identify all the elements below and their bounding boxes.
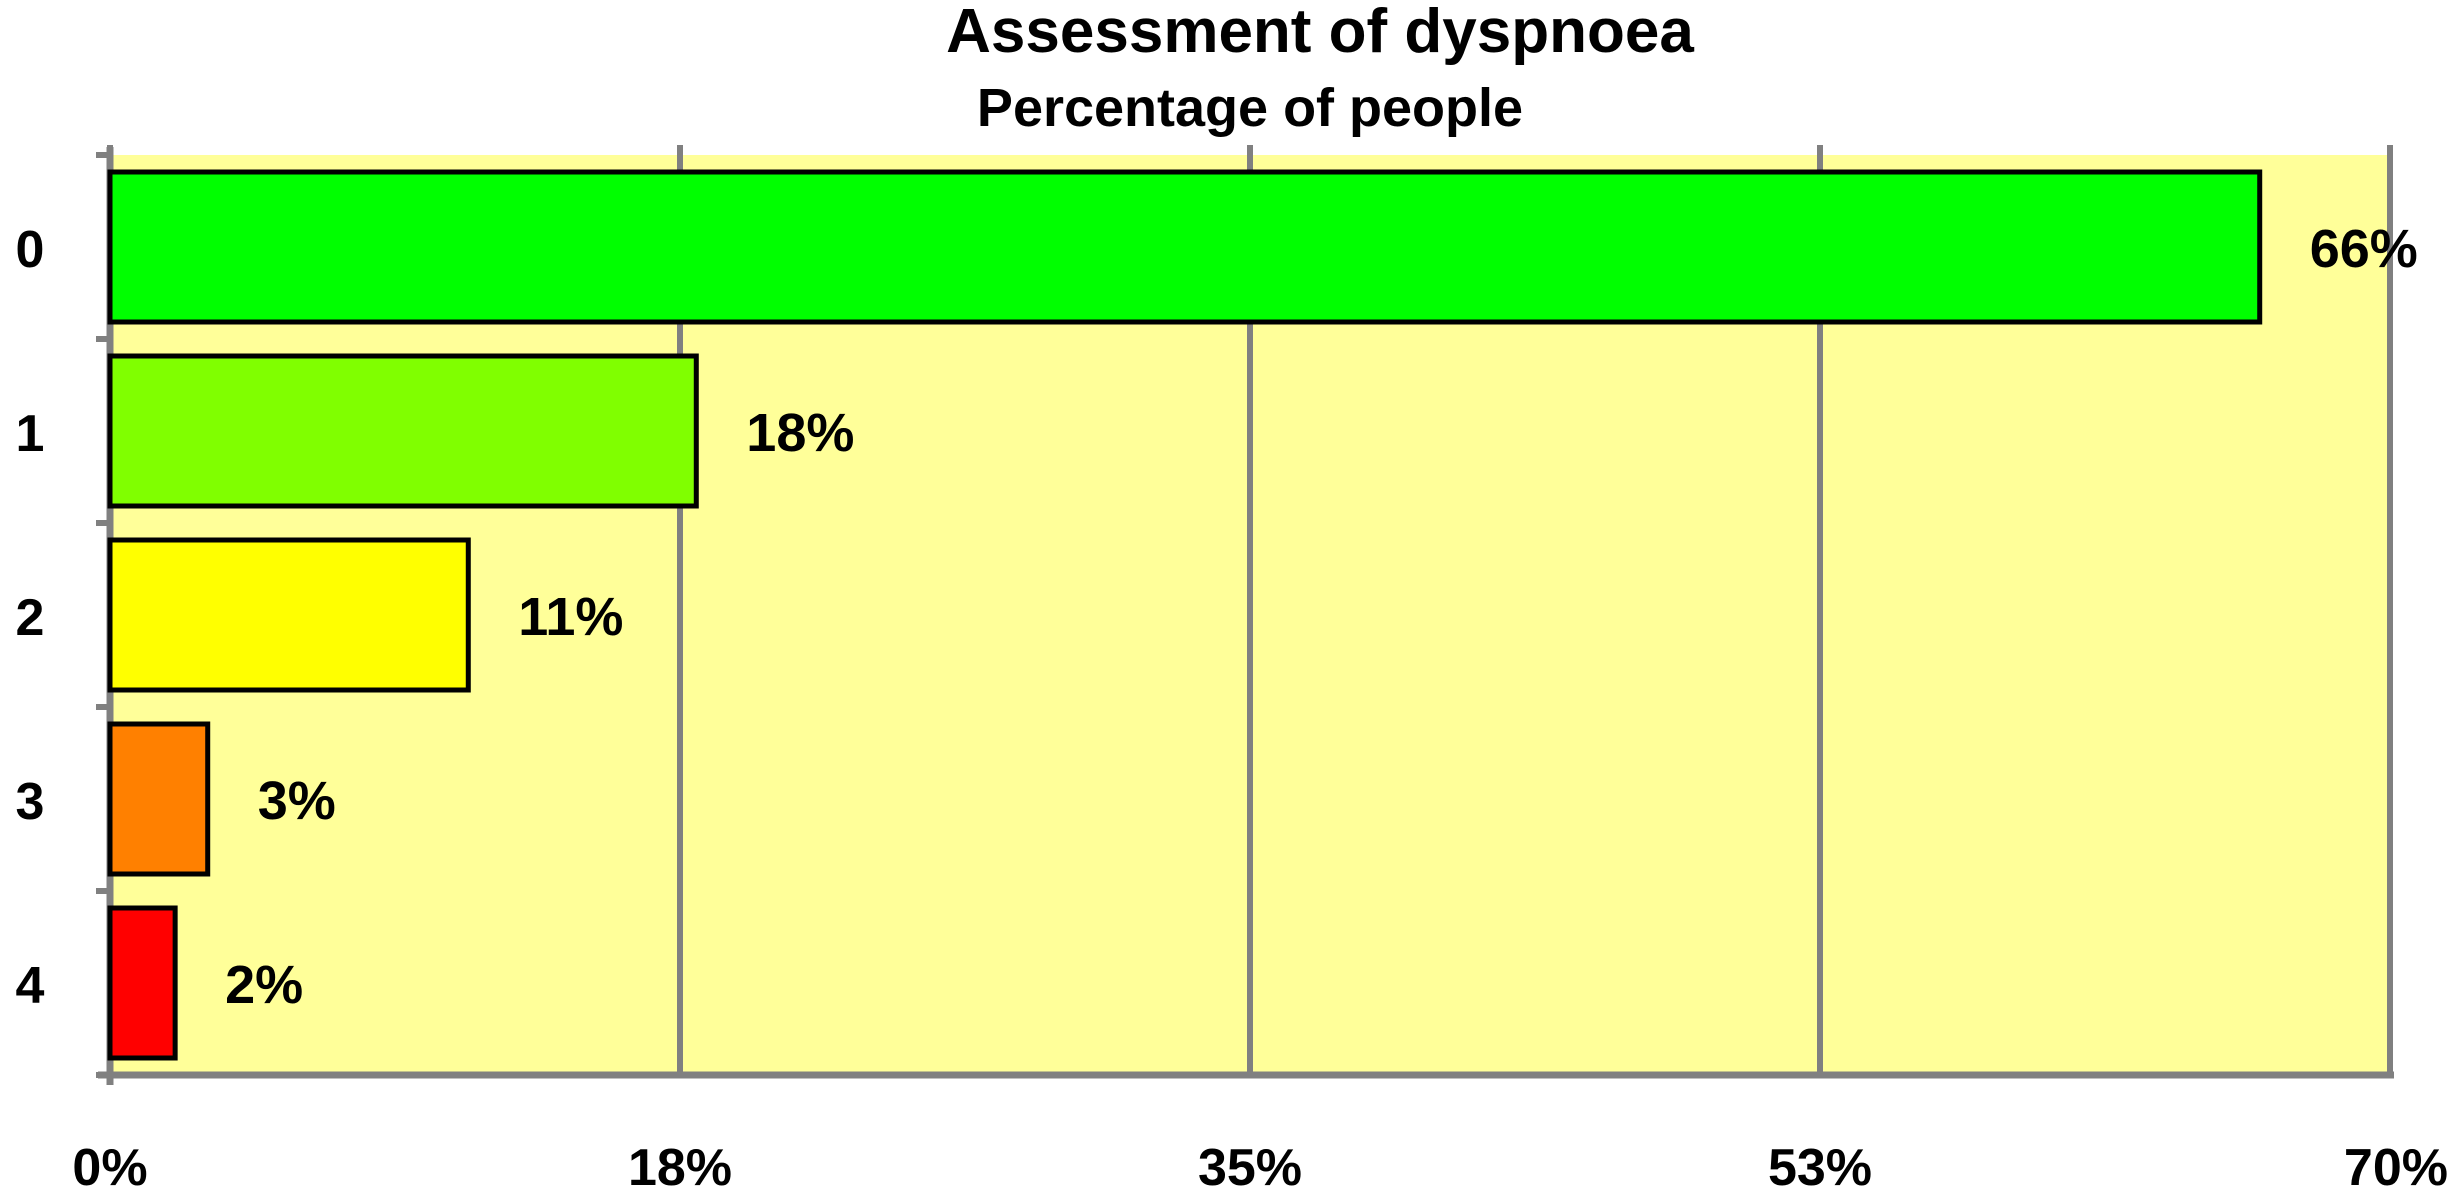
x-tick-label: 35%	[1198, 1139, 1302, 1197]
y-tick-label: 4	[16, 957, 45, 1015]
bars	[107, 169, 2263, 1061]
x-tick-label: 70%	[2344, 1139, 2448, 1197]
bar	[107, 721, 211, 877]
data-label: 11%	[518, 587, 623, 647]
y-tick-label: 1	[16, 405, 45, 463]
x-tick-label: 18%	[628, 1139, 732, 1197]
bar	[107, 905, 178, 1061]
data-label: 2%	[225, 955, 303, 1015]
y-axis-tick-labels: 0 1 2 3 4	[16, 221, 45, 1015]
bar	[107, 537, 471, 693]
chart-title: Assessment of dyspnoea	[946, 0, 1694, 66]
data-label: 18%	[746, 403, 854, 463]
data-label: 66%	[2310, 219, 2418, 279]
data-label: 3%	[258, 771, 336, 831]
y-tick-label: 0	[16, 221, 45, 279]
y-tick-label: 3	[16, 773, 45, 831]
bar	[107, 169, 2263, 325]
y-tick-label: 2	[16, 589, 45, 647]
bar	[107, 353, 699, 509]
x-tick-label: 53%	[1768, 1139, 1872, 1197]
chart-subtitle: Percentage of people	[977, 78, 1523, 138]
x-tick-label: 0%	[72, 1139, 147, 1197]
x-axis-tick-labels: 0% 18% 35% 53% 70%	[72, 1139, 2448, 1197]
data-labels: 66% 18% 11% 3% 2%	[225, 219, 2418, 1015]
